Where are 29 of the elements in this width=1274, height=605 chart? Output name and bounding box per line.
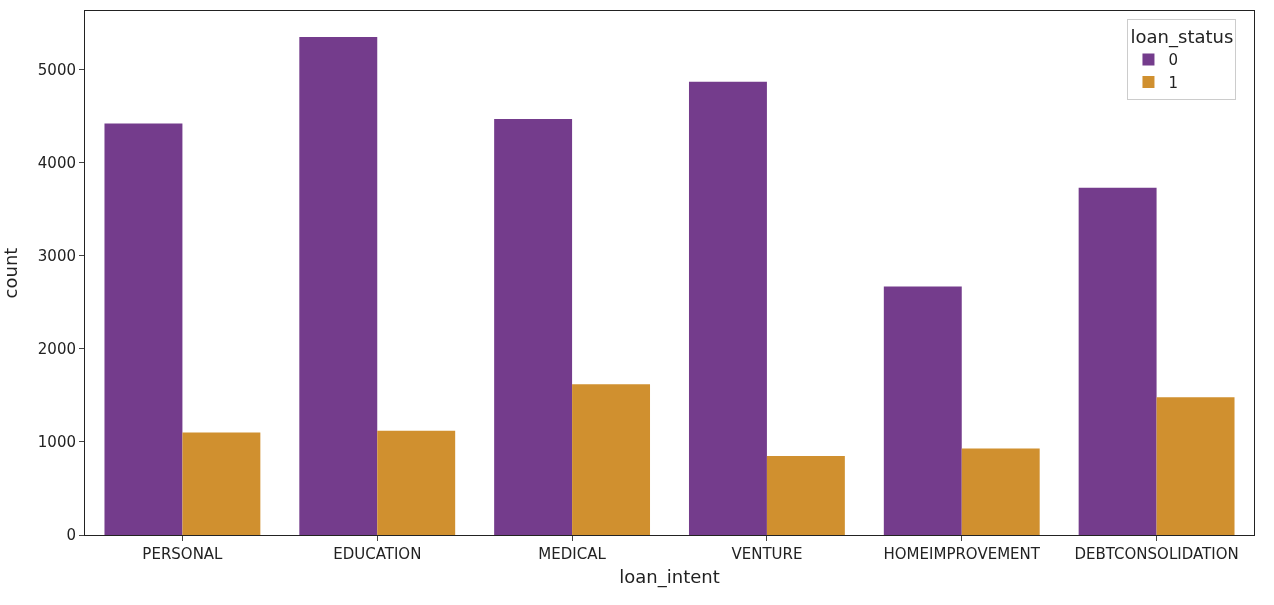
- bar: [1156, 397, 1235, 535]
- legend-label: 0: [1168, 51, 1179, 70]
- bar: [766, 455, 845, 535]
- x-tick-label: DEBTCONSOLIDATION: [1074, 545, 1239, 563]
- y-tick-label: 5000: [37, 60, 76, 79]
- y-tick-label: 0: [66, 526, 76, 545]
- bar: [883, 286, 962, 535]
- bar: [182, 432, 261, 535]
- y-tick-label: 3000: [37, 247, 76, 266]
- y-axis-title: count: [0, 247, 22, 299]
- x-tick-label: EDUCATION: [333, 545, 422, 563]
- y-tick-label: 1000: [37, 433, 76, 452]
- bar: [1078, 187, 1157, 535]
- bar: [572, 384, 651, 535]
- bar: [377, 430, 456, 535]
- legend-label: 1: [1168, 73, 1179, 92]
- x-tick-label: MEDICAL: [538, 545, 607, 563]
- legend-title: loan_status: [1130, 26, 1234, 49]
- bar: [688, 81, 767, 535]
- x-axis-title: loan_intent: [619, 566, 720, 589]
- x-tick-label: HOMEIMPROVEMENT: [883, 545, 1041, 563]
- bar: [104, 123, 183, 535]
- bar: [961, 448, 1040, 535]
- bar: [299, 37, 378, 535]
- y-tick-label: 2000: [37, 340, 76, 359]
- y-tick-label: 4000: [37, 153, 76, 172]
- bar: [494, 118, 573, 535]
- x-tick-label: PERSONAL: [142, 545, 224, 563]
- x-tick-label: VENTURE: [731, 545, 803, 563]
